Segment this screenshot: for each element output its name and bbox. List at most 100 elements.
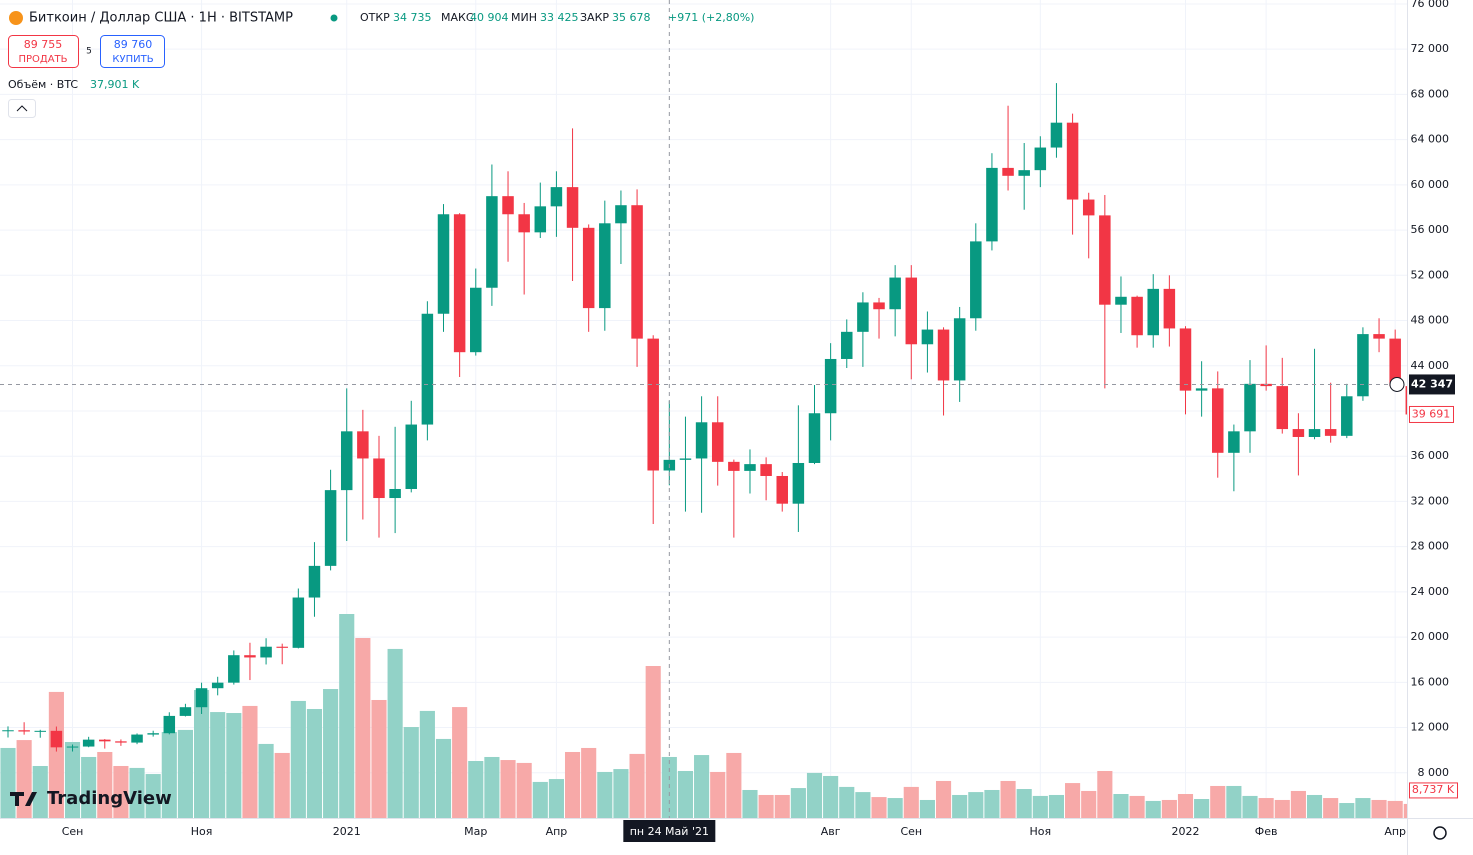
candle-body bbox=[1066, 122, 1079, 200]
volume-bar bbox=[742, 789, 758, 818]
legend-value: 35 678 bbox=[612, 11, 651, 24]
volume-bar bbox=[435, 738, 452, 818]
volume-bar bbox=[419, 710, 435, 818]
collapse-button[interactable] bbox=[8, 99, 36, 118]
volume-bar bbox=[1129, 795, 1145, 818]
collapse-icon[interactable] bbox=[16, 105, 28, 112]
volume-bar bbox=[871, 797, 887, 818]
candle-body bbox=[99, 739, 111, 742]
buy-label[interactable]: КУПИТЬ bbox=[112, 54, 153, 65]
volume-bar bbox=[81, 756, 97, 818]
candle-body bbox=[405, 424, 417, 489]
volume-bar bbox=[532, 781, 548, 818]
settings-icon[interactable] bbox=[1433, 826, 1447, 840]
legend-label: ЗАКР bbox=[580, 11, 609, 24]
volume-bar bbox=[1113, 794, 1129, 818]
candle-body bbox=[550, 187, 563, 207]
x-tick-label: Фев bbox=[1255, 825, 1278, 838]
volume-bar bbox=[1242, 795, 1258, 818]
candle-body bbox=[744, 464, 756, 471]
volume-bar bbox=[145, 774, 161, 818]
y-tick-label: 24 000 bbox=[1411, 585, 1450, 598]
candle-body bbox=[82, 739, 95, 747]
volume-bar bbox=[516, 762, 532, 818]
spread: 5 bbox=[86, 47, 92, 57]
x-tick-label: Ноя bbox=[1030, 825, 1052, 838]
volume-bar bbox=[1371, 799, 1387, 818]
last-volume-box bbox=[1409, 782, 1458, 799]
y-tick-label: 36 000 bbox=[1411, 449, 1450, 462]
crosshair-price-box bbox=[1409, 374, 1455, 395]
sell-label[interactable]: ПРОДАТЬ bbox=[18, 54, 67, 65]
candle-body bbox=[1357, 334, 1369, 397]
candle-body bbox=[647, 338, 659, 471]
candle-body bbox=[2, 730, 14, 732]
y-tick-label: 72 000 bbox=[1411, 42, 1450, 55]
candle-body bbox=[1099, 215, 1111, 305]
volume-bar bbox=[32, 765, 48, 818]
candle-body bbox=[728, 461, 740, 471]
candle-body bbox=[1373, 334, 1385, 339]
volume-bar bbox=[952, 794, 968, 818]
x-tick-label: 2021 bbox=[333, 825, 361, 838]
volume-bar bbox=[694, 755, 710, 818]
volume-bar bbox=[935, 780, 952, 818]
candle-body bbox=[276, 646, 288, 648]
candle-body bbox=[1324, 429, 1337, 436]
x-tick-label: Апр bbox=[1384, 825, 1406, 838]
volume-bar bbox=[1177, 794, 1194, 818]
candle-body bbox=[1308, 429, 1321, 437]
sell-price[interactable]: 89 755 bbox=[24, 38, 63, 51]
candle-body bbox=[115, 741, 127, 743]
coin-icon bbox=[9, 11, 23, 25]
volume-bar bbox=[919, 799, 935, 818]
x-tick-label: 2022 bbox=[1171, 825, 1199, 838]
y-tick-label: 56 000 bbox=[1411, 223, 1450, 236]
candle-body bbox=[1212, 388, 1224, 453]
candle-body bbox=[1341, 396, 1353, 436]
y-tick-label: 64 000 bbox=[1411, 133, 1450, 146]
volume-bar bbox=[226, 713, 242, 818]
crosshair-price-label: 42 347 bbox=[1411, 377, 1453, 390]
volume-bar bbox=[790, 788, 806, 818]
volume-bar bbox=[403, 727, 419, 818]
volume-bar bbox=[177, 729, 193, 818]
volume-bar bbox=[1145, 800, 1161, 818]
volume-bar bbox=[161, 732, 177, 818]
buy-button[interactable] bbox=[100, 35, 165, 68]
volume-bar bbox=[1306, 794, 1323, 818]
volume-bar bbox=[1032, 795, 1048, 818]
volume-bar bbox=[113, 765, 129, 818]
buy-price[interactable]: 89 760 bbox=[114, 38, 153, 51]
volume-bar bbox=[597, 771, 613, 818]
volume-bar bbox=[1097, 770, 1113, 818]
volume-bar bbox=[258, 743, 274, 818]
candle-body bbox=[1018, 170, 1030, 176]
sell-button[interactable] bbox=[8, 35, 79, 68]
volume-bar bbox=[129, 767, 145, 818]
candle-body bbox=[244, 655, 256, 658]
volume-bar bbox=[823, 775, 839, 818]
x-tick-label: Авг bbox=[821, 825, 841, 838]
volume-bar bbox=[1355, 798, 1371, 818]
plot-area bbox=[0, 0, 1407, 818]
volume-bar bbox=[887, 798, 903, 818]
crosshair-date-box bbox=[623, 820, 716, 842]
status-dot bbox=[330, 14, 338, 22]
legend-value: 34 735 bbox=[393, 11, 432, 24]
candle-body bbox=[163, 715, 176, 734]
volume-bar bbox=[339, 614, 355, 818]
candle-body bbox=[986, 167, 998, 242]
candle-body bbox=[179, 707, 192, 716]
candle-body bbox=[1082, 199, 1095, 216]
volume-bar bbox=[387, 648, 403, 818]
y-tick-label: 20 000 bbox=[1411, 630, 1450, 643]
volume-bar bbox=[452, 707, 468, 818]
crosshair-date-label: пн 24 Май '21 bbox=[630, 825, 709, 838]
legend-change: +971 (+2,80%) bbox=[668, 11, 754, 24]
candle-body bbox=[195, 688, 208, 708]
candle-body bbox=[566, 187, 579, 228]
legend-label: МАКС bbox=[441, 11, 474, 24]
volume-bar bbox=[984, 789, 1000, 818]
